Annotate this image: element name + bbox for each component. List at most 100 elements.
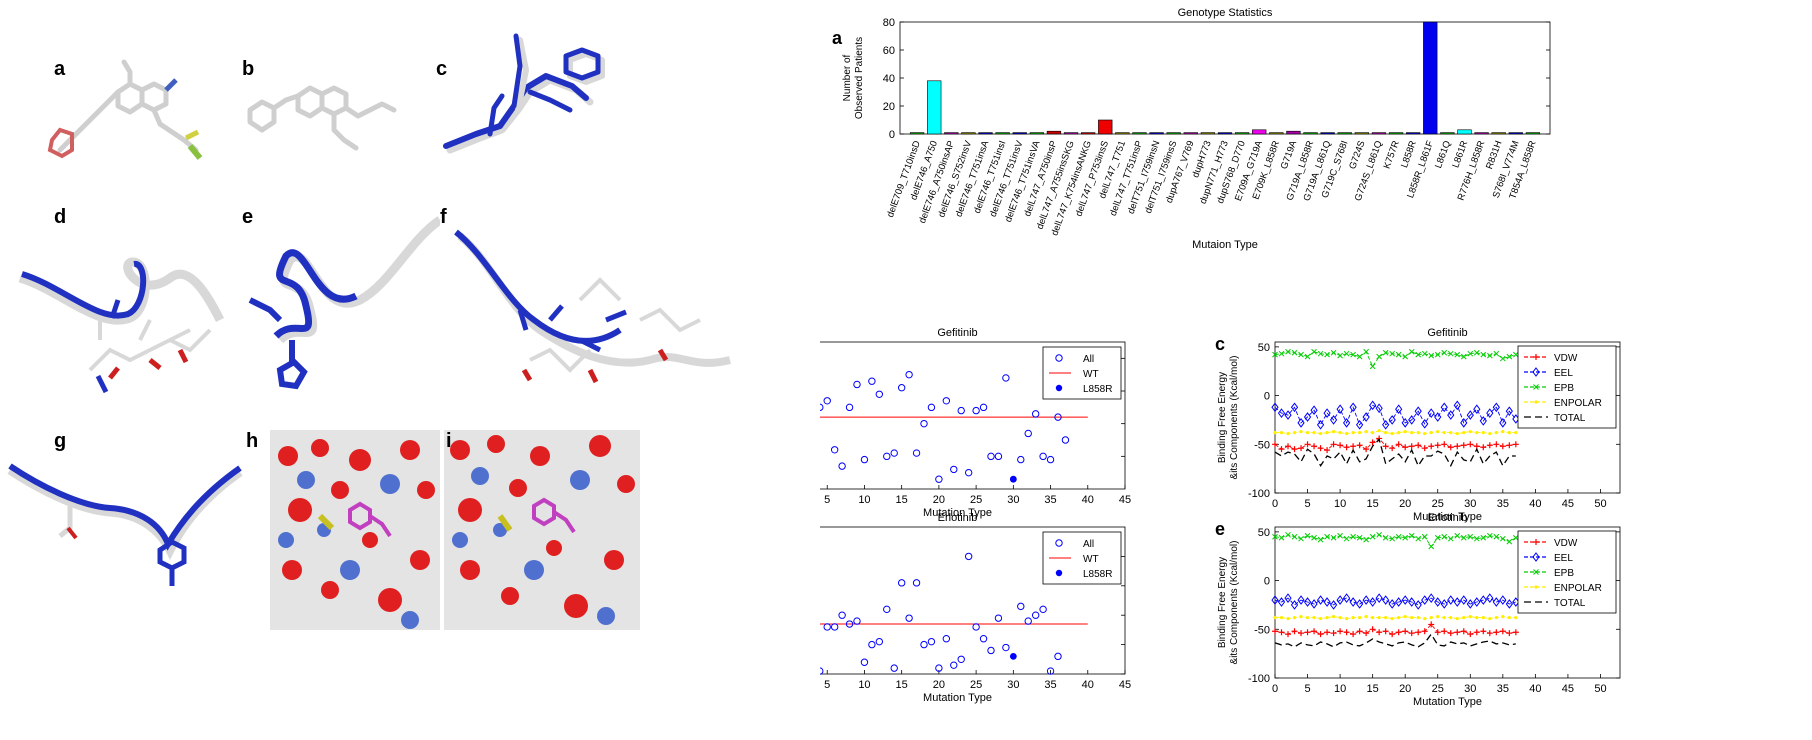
erlotinib-components-marker-epb: [1369, 533, 1376, 540]
erlotinib-components-marker-enpolar: [1358, 616, 1362, 620]
gefitinib-scatter-xlabel: Mutation Type: [923, 507, 992, 519]
genotype-bar: [1388, 132, 1404, 135]
gefitinib-components-marker-enpolar: [1488, 431, 1492, 436]
gefitinib-components-marker-eel: [1427, 408, 1435, 418]
erlotinib-components-marker-eel: [1382, 595, 1390, 605]
erlotinib-components-series-eel: [1274, 597, 1516, 606]
erlotinib-components-chart: Erlotinib e Binding Free Energy &its Compon…: [1215, 512, 1621, 708]
genotype-ytick-label: 80: [883, 17, 895, 29]
gefitinib-components-legend-marker-eel: [1532, 367, 1540, 377]
erlotinib-components-title: Erlotinib: [1428, 512, 1468, 524]
gefitinib-components-marker-epb: [1486, 352, 1493, 359]
gefitinib-components-xtick-label: 20: [1399, 498, 1411, 510]
gefitinib-components-marker-eel: [1408, 415, 1416, 425]
genotype-xlabel: Mutaion Type: [1192, 239, 1258, 251]
gefitinib-components-ylabel-line: &its Components (Kcal/mol): [1229, 356, 1240, 480]
erlotinib-components-legend-marker-enpolar: [1534, 585, 1538, 589]
gefitinib-components-xtick-label: 25: [1432, 498, 1444, 510]
gefitinib-components-marker-enpolar: [1286, 431, 1290, 436]
genotype-bar: [1337, 132, 1352, 135]
erlotinib-scatter-point: [1002, 643, 1010, 652]
erlotinib-components-marker-enpolar: [1331, 615, 1336, 619]
gefitinib-components-marker-epb: [1493, 350, 1500, 357]
gefitinib-scatter-point: [935, 475, 943, 483]
genotype-bar: [1491, 132, 1506, 135]
erlotinib-components-marker-vdw: [1408, 630, 1415, 637]
gefitinib-components-marker-vdw: [1395, 441, 1402, 448]
erlotinib-scatter-point: [964, 552, 973, 561]
gefitinib-components-marker-enpolar: [1279, 431, 1284, 435]
gefitinib-scatter-point: [905, 370, 913, 379]
erlotinib-components-xtick-label: 15: [1367, 683, 1379, 695]
erlotinib-components-xtick-label: 30: [1464, 683, 1476, 695]
gefitinib-components-marker-eel: [1271, 402, 1279, 413]
gefitinib-components-marker-vdw: [1356, 442, 1363, 449]
gefitinib-components-marker-eel: [1362, 412, 1370, 422]
erlotinib-components-marker-eel: [1460, 595, 1468, 605]
gefitinib-components-xtick-label: 0: [1272, 498, 1278, 510]
gefitinib-components-marker-eel: [1453, 400, 1461, 411]
erlotinib-components-marker-enpolar: [1325, 616, 1329, 620]
gefitinib-components-marker-enpolar: [1331, 430, 1336, 434]
gefitinib-components-marker-enpolar: [1481, 431, 1485, 435]
erlotinib-components-marker-epb: [1298, 535, 1304, 542]
erlotinib-components-ytick-label: -100: [1248, 673, 1270, 685]
genotype-bar: [1354, 132, 1369, 135]
gefitinib-components-marker-enpolar: [1305, 431, 1310, 435]
gefitinib-components-marker-epb: [1428, 352, 1435, 359]
gefitinib-scatter-point: [845, 403, 854, 412]
gefitinib-components-marker-vdw: [1285, 443, 1292, 450]
gefitinib-components-marker-enpolar: [1507, 431, 1511, 435]
erlotinib-components-marker-epb: [1499, 535, 1506, 542]
genotype-bar: [1012, 132, 1027, 135]
erlotinib-scatter-point: [875, 637, 884, 646]
gefitinib-components-marker-epb: [1376, 353, 1383, 360]
erlotinib-components-marker-eel: [1473, 597, 1481, 607]
genotype-bar: [1098, 119, 1113, 135]
gefitinib-scatter-xtick-label: 25: [970, 494, 982, 506]
gefitinib-components-marker-epb: [1415, 351, 1422, 358]
erlotinib-components-marker-enpolar: [1462, 616, 1466, 620]
gefitinib-components-marker-epb: [1330, 349, 1337, 356]
gefitinib-components-marker-epb: [1272, 351, 1278, 358]
erlotinib-components-marker-eel: [1323, 597, 1331, 607]
erlotinib-scatter-point: [1046, 667, 1055, 675]
erlotinib-components-marker-vdw: [1291, 628, 1298, 635]
erlotinib-scatter-point: [1017, 602, 1025, 611]
erlotinib-scatter-legend-wt: WT: [1083, 554, 1099, 565]
gefitinib-components-xtick-label: 10: [1334, 498, 1346, 510]
gefitinib-components-marker-vdw: [1382, 443, 1389, 450]
gefitinib-components-marker-eel: [1460, 418, 1468, 428]
gefitinib-components-marker-eel: [1434, 412, 1442, 422]
erlotinib-components-marker-epb: [1467, 533, 1474, 540]
erlotinib-scatter-point: [823, 623, 831, 631]
gefitinib-scatter-point: [830, 446, 839, 454]
gefitinib-scatter-point: [897, 384, 906, 392]
erlotinib-components-marker-eel: [1434, 597, 1442, 607]
gefitinib-components-marker-epb: [1506, 353, 1513, 360]
gefitinib-components-marker-vdw: [1428, 443, 1435, 450]
erlotinib-components-marker-eel: [1329, 600, 1338, 610]
gefitinib-scatter-legend-l858r: L858R: [1083, 384, 1112, 395]
erlotinib-components-marker-enpolar: [1468, 615, 1472, 619]
erlotinib-components-marker-vdw: [1343, 629, 1350, 636]
gefitinib-components-marker-epb: [1337, 352, 1343, 359]
gefitinib-components-marker-enpolar: [1410, 431, 1414, 435]
gefitinib-components-marker-enpolar: [1475, 431, 1479, 435]
gefitinib-components-xtick-label: 30: [1464, 498, 1476, 510]
erlotinib-scatter-point: [1024, 617, 1032, 625]
erlotinib-components-marker-enpolar: [1488, 616, 1492, 621]
erlotinib-components-marker-epb: [1291, 533, 1298, 540]
gefitinib-scatter-point: [1031, 410, 1040, 418]
erlotinib-components-marker-enpolar: [1475, 616, 1479, 620]
erlotinib-components-marker-eel: [1310, 599, 1318, 609]
gefitinib-components-marker-vdw: [1291, 446, 1298, 453]
erlotinib-components-legend-vdw: VDW: [1554, 538, 1578, 549]
gefitinib-components-marker-vdw: [1330, 441, 1337, 448]
gefitinib-components-marker-eel: [1369, 400, 1377, 411]
gefitinib-components-xtick-label: 5: [1304, 498, 1310, 510]
genotype-bar: [961, 132, 976, 135]
erlotinib-scatter-point: [845, 620, 854, 628]
erlotinib-components-marker-enpolar: [1494, 616, 1498, 620]
gefitinib-components-marker-enpolar: [1423, 431, 1427, 436]
